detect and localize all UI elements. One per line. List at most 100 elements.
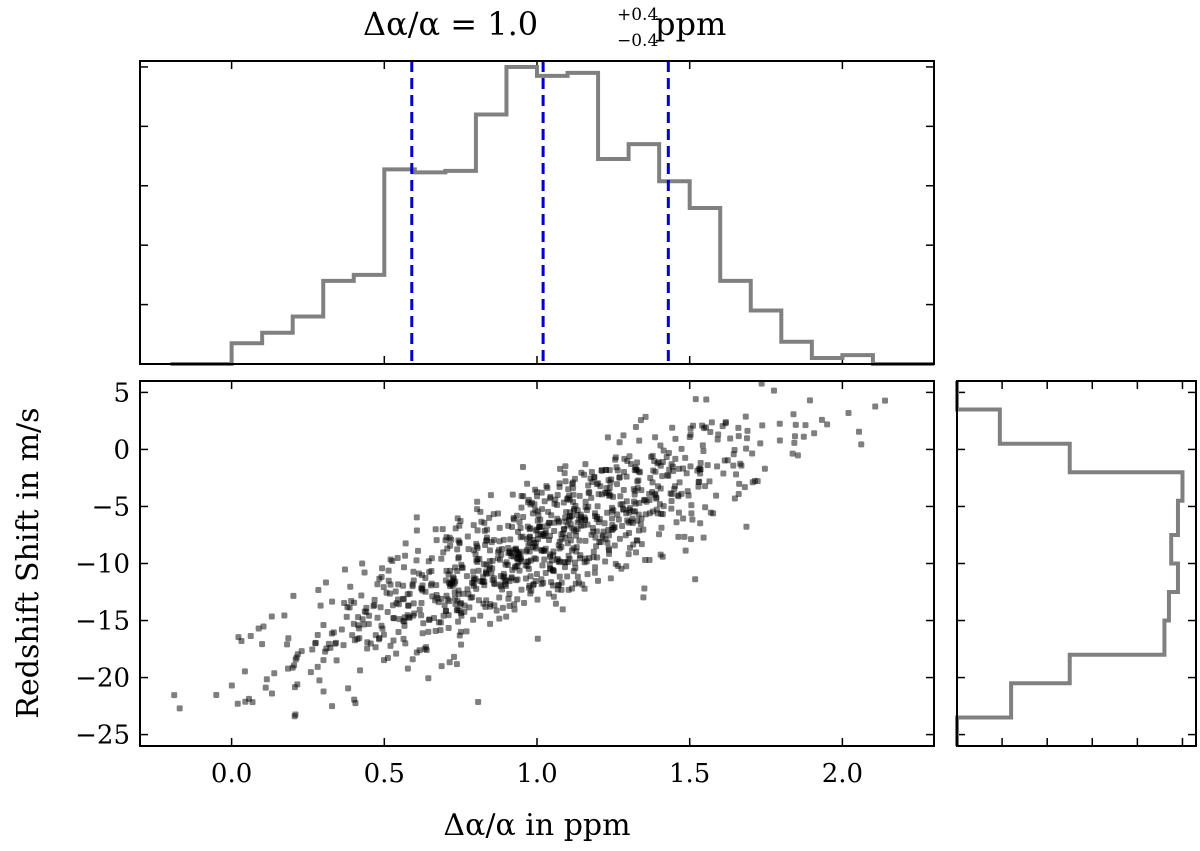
- scatter-point: [506, 590, 513, 597]
- scatter-point: [452, 525, 459, 532]
- scatter-point: [437, 619, 444, 626]
- scatter-point: [542, 530, 549, 537]
- scatter-point: [714, 463, 721, 470]
- scatter-point: [519, 463, 526, 470]
- scatter-point: [548, 557, 555, 564]
- scatter-point: [522, 575, 529, 582]
- x-axis-label: Δα/α in ppm: [443, 808, 630, 843]
- title-lhs: Δα/α = 1.0: [363, 5, 538, 43]
- scatter-point: [456, 632, 463, 639]
- scatter-point: [483, 597, 490, 604]
- y-tick-label-1: 0: [113, 435, 130, 465]
- scatter-point: [406, 590, 413, 597]
- scatter-point: [569, 480, 576, 487]
- scatter-point: [649, 452, 656, 459]
- x-tick-label-4: 2.0: [822, 759, 863, 789]
- scatter-point: [800, 433, 807, 440]
- scatter-point: [418, 600, 425, 607]
- scatter-point: [720, 470, 727, 477]
- scatter-point: [617, 501, 624, 508]
- scatter-point: [419, 630, 426, 637]
- y-tick-label-6: −25: [75, 721, 130, 751]
- scatter-point: [329, 703, 336, 710]
- scatter-point: [241, 668, 248, 675]
- scatter-point: [625, 551, 632, 558]
- scatter-point: [558, 579, 565, 586]
- scatter-point: [451, 589, 458, 596]
- scatter-point: [609, 508, 616, 515]
- scatter-point: [357, 667, 364, 674]
- scatter-point: [612, 560, 619, 567]
- scatter-point: [613, 464, 620, 471]
- scatter-point: [707, 429, 714, 436]
- scatter-point: [578, 469, 585, 476]
- scatter-point: [419, 572, 426, 579]
- scatter-point: [406, 614, 413, 621]
- scatter-point: [454, 546, 461, 553]
- scatter-point: [790, 411, 797, 418]
- scatter-point: [340, 642, 347, 649]
- scatter-point: [445, 624, 452, 631]
- scatter-point: [579, 581, 586, 588]
- scatter-point: [385, 567, 392, 574]
- scatter-point: [496, 594, 503, 601]
- scatter-point: [562, 463, 569, 470]
- scatter-point: [744, 435, 751, 442]
- scatter-point: [659, 459, 666, 466]
- scatter-point: [491, 581, 498, 588]
- scatter-point: [668, 498, 675, 505]
- scatter-point: [754, 478, 761, 485]
- scatter-point: [442, 607, 449, 614]
- x-tick-label-0: 0.0: [211, 759, 252, 789]
- scatter-point: [469, 594, 476, 601]
- scatter-point: [640, 594, 647, 601]
- scatter-point: [416, 606, 423, 613]
- scatter-point: [607, 479, 614, 486]
- scatter-point: [511, 601, 518, 608]
- scatter-point: [620, 432, 627, 439]
- scatter-point: [505, 595, 512, 602]
- scatter-point: [345, 685, 352, 692]
- scatter-point: [547, 551, 554, 558]
- scatter-point: [514, 555, 521, 562]
- scatter-point: [771, 387, 778, 394]
- scatter-point: [379, 625, 386, 632]
- scatter-point: [410, 568, 417, 575]
- y-tick-label-3: −10: [75, 550, 130, 580]
- scatter-point: [475, 567, 482, 574]
- top-histogram-step: [170, 64, 934, 366]
- scatter-point: [624, 457, 631, 464]
- scatter-point: [533, 556, 540, 563]
- scatter-point: [459, 564, 466, 571]
- scatter-point: [557, 465, 564, 472]
- scatter-point: [731, 495, 738, 502]
- scatter-point: [444, 596, 451, 603]
- scatter-point: [641, 585, 648, 592]
- scatter-point: [562, 534, 569, 541]
- scatter-point: [516, 519, 523, 526]
- scatter-point: [545, 519, 552, 526]
- scatter-point: [749, 450, 756, 457]
- scatter-point: [456, 539, 463, 546]
- scatter-point: [700, 534, 707, 541]
- scatter-point: [464, 533, 471, 540]
- scatter-point: [668, 461, 675, 468]
- scatter-point: [390, 637, 397, 644]
- scatter-point: [393, 650, 400, 657]
- scatter-point: [567, 514, 574, 521]
- scatter-point: [392, 588, 399, 595]
- scatter-point: [390, 614, 397, 621]
- scatter-point: [290, 592, 297, 599]
- scatter-point: [365, 620, 372, 627]
- scatter-point: [646, 510, 653, 517]
- scatter-point: [249, 699, 256, 706]
- scatter-point: [556, 559, 563, 566]
- scatter-point: [513, 577, 520, 584]
- scatter-point: [545, 508, 552, 515]
- scatter-point: [515, 528, 522, 535]
- right-histogram-panel: [955, 380, 1197, 747]
- scatter-point: [470, 547, 477, 554]
- scatter-point: [730, 462, 737, 469]
- scatter-point: [493, 607, 500, 614]
